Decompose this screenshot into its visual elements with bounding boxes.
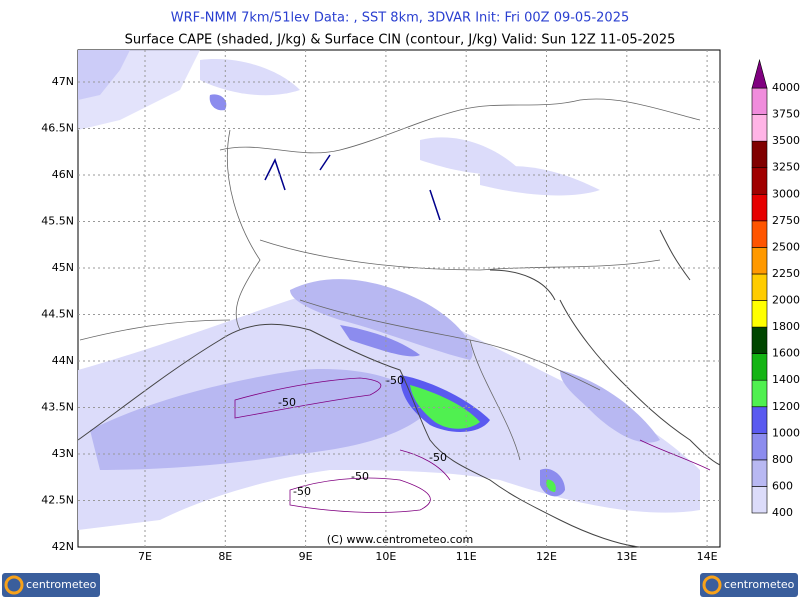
- colorbar-label: 3750: [772, 108, 800, 121]
- lon-label: 9E: [299, 550, 313, 563]
- lat-label: 44.5N: [41, 308, 74, 321]
- lon-label: 14E: [697, 550, 718, 563]
- lon-label: 13E: [616, 550, 637, 563]
- colorbar-label: 1200: [772, 400, 800, 413]
- colorbar-segment: [751, 379, 768, 408]
- colorbar-label: 1400: [772, 373, 800, 386]
- lat-label: 47N: [52, 75, 74, 88]
- colorbar-label: 3000: [772, 187, 800, 200]
- lat-label: 42N: [52, 540, 74, 553]
- lat-label: 46N: [52, 168, 74, 181]
- colorbar-segment: [751, 273, 768, 301]
- lat-label: 43.5N: [41, 401, 74, 414]
- colorbar-label: 1800: [772, 320, 800, 333]
- colorbar-segment: [751, 193, 768, 222]
- colorbar-extension: [751, 58, 768, 89]
- lat-label: 46.5N: [41, 122, 74, 135]
- colorbar-label: 1600: [772, 347, 800, 360]
- colorbar-segment: [751, 326, 768, 354]
- colorbar-segment: [751, 486, 768, 514]
- colorbar-segment: [751, 114, 768, 142]
- title: WRF-NMM 7km/51lev Data: , SST 8km, 3DVAR…: [171, 11, 630, 26]
- borders: [77, 98, 721, 548]
- colorbar-label: 600: [772, 479, 793, 492]
- colorbar-segment: [751, 220, 768, 248]
- colorbar-segment: [751, 87, 768, 115]
- colorbar-label: 3250: [772, 161, 800, 174]
- contour-label: -50: [351, 470, 369, 483]
- subtitle: Surface CAPE (shaded, J/kg) & Surface CI…: [125, 33, 676, 48]
- colorbar-segment: [751, 353, 768, 381]
- lon-label: 10E: [375, 550, 396, 563]
- colorbar-label: 800: [772, 453, 793, 466]
- colorbar-segment: [751, 433, 768, 461]
- logo-text: centrometeo: [26, 578, 97, 591]
- lon-label: 11E: [456, 550, 477, 563]
- colorbar-segment: [751, 459, 768, 487]
- colorbar-label: 2750: [772, 214, 800, 227]
- contour-label: -50: [429, 451, 447, 464]
- colorbar-label: 2250: [772, 267, 800, 280]
- copyright: (C) www.centrometeo.com: [327, 533, 473, 546]
- colorbar-label: 1000: [772, 426, 800, 439]
- logo: centrometeo: [700, 573, 798, 597]
- logo-icon: [702, 575, 722, 595]
- colorbar-segment: [751, 406, 768, 434]
- logo-text: centrometeo: [724, 578, 795, 591]
- logo-box: [2, 573, 100, 597]
- colorbar-label: 3500: [772, 134, 800, 147]
- colorbar-label: 4000: [772, 81, 800, 94]
- contour-label: -50: [278, 396, 296, 409]
- lat-label: 45N: [52, 261, 74, 274]
- lon-label: 8E: [218, 550, 232, 563]
- logo-box: [700, 573, 798, 597]
- map: -50 -50 -50 -50 -50 (C) www.centrometeo.com: [77, 49, 721, 548]
- logo-icon: [4, 575, 24, 595]
- lat-label: 45.5N: [41, 215, 74, 228]
- lat-label: 42.5N: [41, 494, 74, 507]
- contour-label: -50: [293, 485, 311, 498]
- colorbar: 400 600 800 1000 1200 1400 1600 1800 2000 2250 250…: [751, 58, 800, 519]
- colorbar-segment: [751, 247, 768, 275]
- lon-label: 7E: [138, 550, 152, 563]
- colorbar-label: 400: [772, 506, 793, 519]
- cin-contours: [234, 377, 711, 513]
- contour-label: -50: [386, 374, 404, 387]
- colorbar-segment: [751, 167, 768, 195]
- colorbar-segment: [751, 140, 768, 169]
- colorbar-label: 2500: [772, 240, 800, 253]
- lat-label: 43N: [52, 447, 74, 460]
- lat-label: 44N: [52, 354, 74, 367]
- cape-shading: [78, 50, 700, 530]
- colorbar-segment: [751, 300, 768, 328]
- colorbar-label: 2000: [772, 294, 800, 307]
- logo: centrometeo: [2, 573, 100, 597]
- lon-label: 12E: [536, 550, 557, 563]
